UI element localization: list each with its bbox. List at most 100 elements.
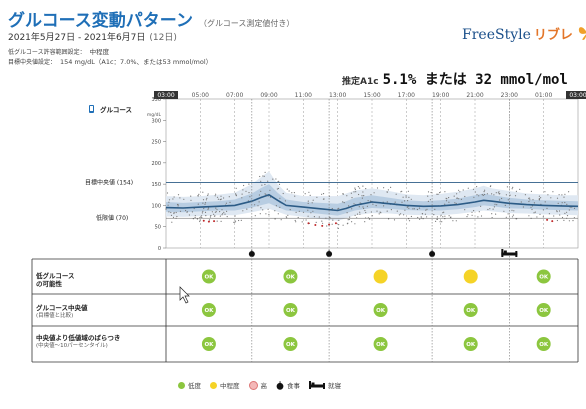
glucose-reading-dot bbox=[258, 194, 260, 196]
glucose-reading-dot bbox=[188, 214, 190, 216]
glucose-reading-dot bbox=[563, 196, 565, 198]
percentile-band-25-75 bbox=[166, 184, 578, 216]
glucose-reading-dot bbox=[529, 199, 531, 201]
glucose-reading-dot bbox=[480, 205, 482, 207]
glucose-reading-dot bbox=[229, 201, 231, 203]
glucose-reading-dot bbox=[546, 207, 548, 209]
glucose-reading-dot bbox=[495, 192, 497, 194]
glucose-reading-dot bbox=[445, 200, 448, 202]
glucose-reading-dot bbox=[501, 197, 503, 200]
glucose-reading-dot bbox=[532, 199, 534, 201]
glucose-reading-dot bbox=[459, 191, 461, 193]
glucose-reading-dot bbox=[351, 221, 353, 223]
glucose-reading-dot bbox=[566, 211, 568, 213]
glucose-reading-dot bbox=[367, 200, 369, 202]
target-value: 154 mg/dL（A1c：7.0%、または53 mmol/mol） bbox=[60, 58, 213, 66]
freestyle-libre-logo: FreeStyle リブレ bbox=[462, 24, 586, 43]
time-tick-box bbox=[566, 91, 586, 99]
glucose-reading-dot bbox=[557, 202, 559, 204]
glucose-reading-dot bbox=[168, 211, 170, 213]
glucose-reading-dot bbox=[234, 215, 236, 217]
glucose-reading-dot bbox=[520, 201, 522, 203]
date-range: 2021年5月27日 - 2021年6月7日 (12日) bbox=[8, 30, 177, 43]
y-tick-label: 50 bbox=[155, 225, 161, 231]
glucose-reading-dot bbox=[370, 211, 372, 213]
glucose-reading-dot bbox=[349, 216, 351, 218]
legend-item-medium: 中程度 bbox=[210, 380, 240, 390]
glucose-reading-dot bbox=[400, 213, 402, 215]
glucose-reading-dot bbox=[347, 219, 349, 221]
status-ok-label: OK bbox=[466, 342, 476, 348]
glucose-reading-dot bbox=[491, 213, 493, 215]
title-text: グルコース変動パターン bbox=[8, 11, 193, 31]
glucose-reading-dot bbox=[538, 198, 540, 201]
glucose-reading-dot bbox=[528, 197, 530, 199]
glucose-reading-dot bbox=[311, 202, 313, 204]
glucose-reading-dot bbox=[242, 189, 244, 191]
a1c-value: 5.1% または 32 mmol/mol bbox=[382, 72, 568, 88]
glucose-reading-dot bbox=[309, 194, 311, 196]
time-tick-label: 03:00 bbox=[569, 92, 586, 99]
glucose-reading-dot bbox=[205, 199, 207, 201]
glucose-reading-dot bbox=[542, 216, 544, 218]
glucose-reading-dot bbox=[435, 220, 437, 222]
glucose-reading-dot bbox=[235, 193, 237, 195]
glucose-reading-dot bbox=[348, 205, 350, 207]
glucose-reading-dot bbox=[220, 198, 222, 200]
status-ok-label: OK bbox=[204, 275, 214, 281]
glucose-reading-dot bbox=[268, 213, 270, 216]
glucose-reading-dot bbox=[498, 191, 500, 193]
glucose-reading-dot bbox=[215, 211, 217, 213]
y-tick-label: 300 bbox=[151, 118, 161, 124]
status-indicator bbox=[283, 269, 298, 284]
glucose-reading-dot bbox=[280, 219, 282, 221]
glucose-reading-dot bbox=[480, 215, 483, 217]
glucose-reading-dot bbox=[566, 215, 569, 217]
glucose-reading-dot bbox=[337, 208, 339, 210]
glucose-reading-dot bbox=[289, 209, 291, 211]
glucose-reading-dot bbox=[175, 211, 177, 214]
glucose-reading-dot bbox=[365, 188, 367, 190]
logo-suffix: リブレ bbox=[533, 28, 573, 43]
glucose-reading-dot bbox=[536, 216, 538, 218]
y-tick-label: 0 bbox=[158, 246, 161, 252]
glucose-reading-dot bbox=[358, 193, 360, 196]
glucose-reading-dot bbox=[225, 202, 227, 204]
glucose-reading-dot bbox=[322, 193, 325, 195]
apple-icon-stem bbox=[251, 249, 253, 252]
glucose-reading-dot bbox=[350, 192, 352, 194]
status-indicator bbox=[536, 303, 551, 317]
glucose-reading-dot bbox=[267, 180, 269, 182]
glucose-reading-dot bbox=[482, 194, 484, 196]
glucose-reading-dot bbox=[278, 183, 281, 185]
low-risk-label: 低グルコース許容範囲設定： bbox=[8, 49, 86, 56]
glucose-reading-dot bbox=[372, 203, 374, 205]
glucose-reading-dot bbox=[448, 197, 450, 199]
glucose-reading-dot bbox=[338, 219, 340, 221]
glucose-reading-dot bbox=[529, 197, 531, 199]
glucose-reading-dot bbox=[495, 213, 497, 215]
glucose-reading-dot bbox=[264, 193, 266, 195]
glucose-reading-dot bbox=[394, 201, 396, 203]
glucose-reading-dot bbox=[274, 210, 276, 212]
glucose-reading-dot bbox=[264, 171, 266, 173]
glucose-reading-dot bbox=[254, 215, 256, 217]
glucose-reading-dot bbox=[556, 210, 558, 212]
glucose-reading-dot bbox=[196, 218, 198, 220]
glucose-reading-dot bbox=[548, 213, 551, 215]
glucose-reading-dot bbox=[201, 212, 203, 214]
glucose-reading-dot bbox=[294, 219, 296, 222]
glucose-reading-dot bbox=[197, 203, 199, 205]
glucose-reading-dot bbox=[240, 219, 242, 221]
glucose-reading-dot bbox=[387, 189, 389, 191]
status-ok-label: OK bbox=[286, 308, 296, 314]
glucose-reading-dot bbox=[260, 190, 262, 192]
glucose-reading-dot bbox=[506, 186, 508, 188]
glucose-reading-dot bbox=[246, 208, 248, 210]
glucose-reading-dot bbox=[301, 221, 303, 223]
glucose-reading-dot bbox=[471, 211, 473, 213]
glucose-reading-dot bbox=[404, 200, 406, 202]
glucose-reading-dot bbox=[472, 188, 475, 190]
glucose-reading-dot bbox=[511, 209, 513, 211]
glucose-reading-dot bbox=[170, 214, 173, 216]
